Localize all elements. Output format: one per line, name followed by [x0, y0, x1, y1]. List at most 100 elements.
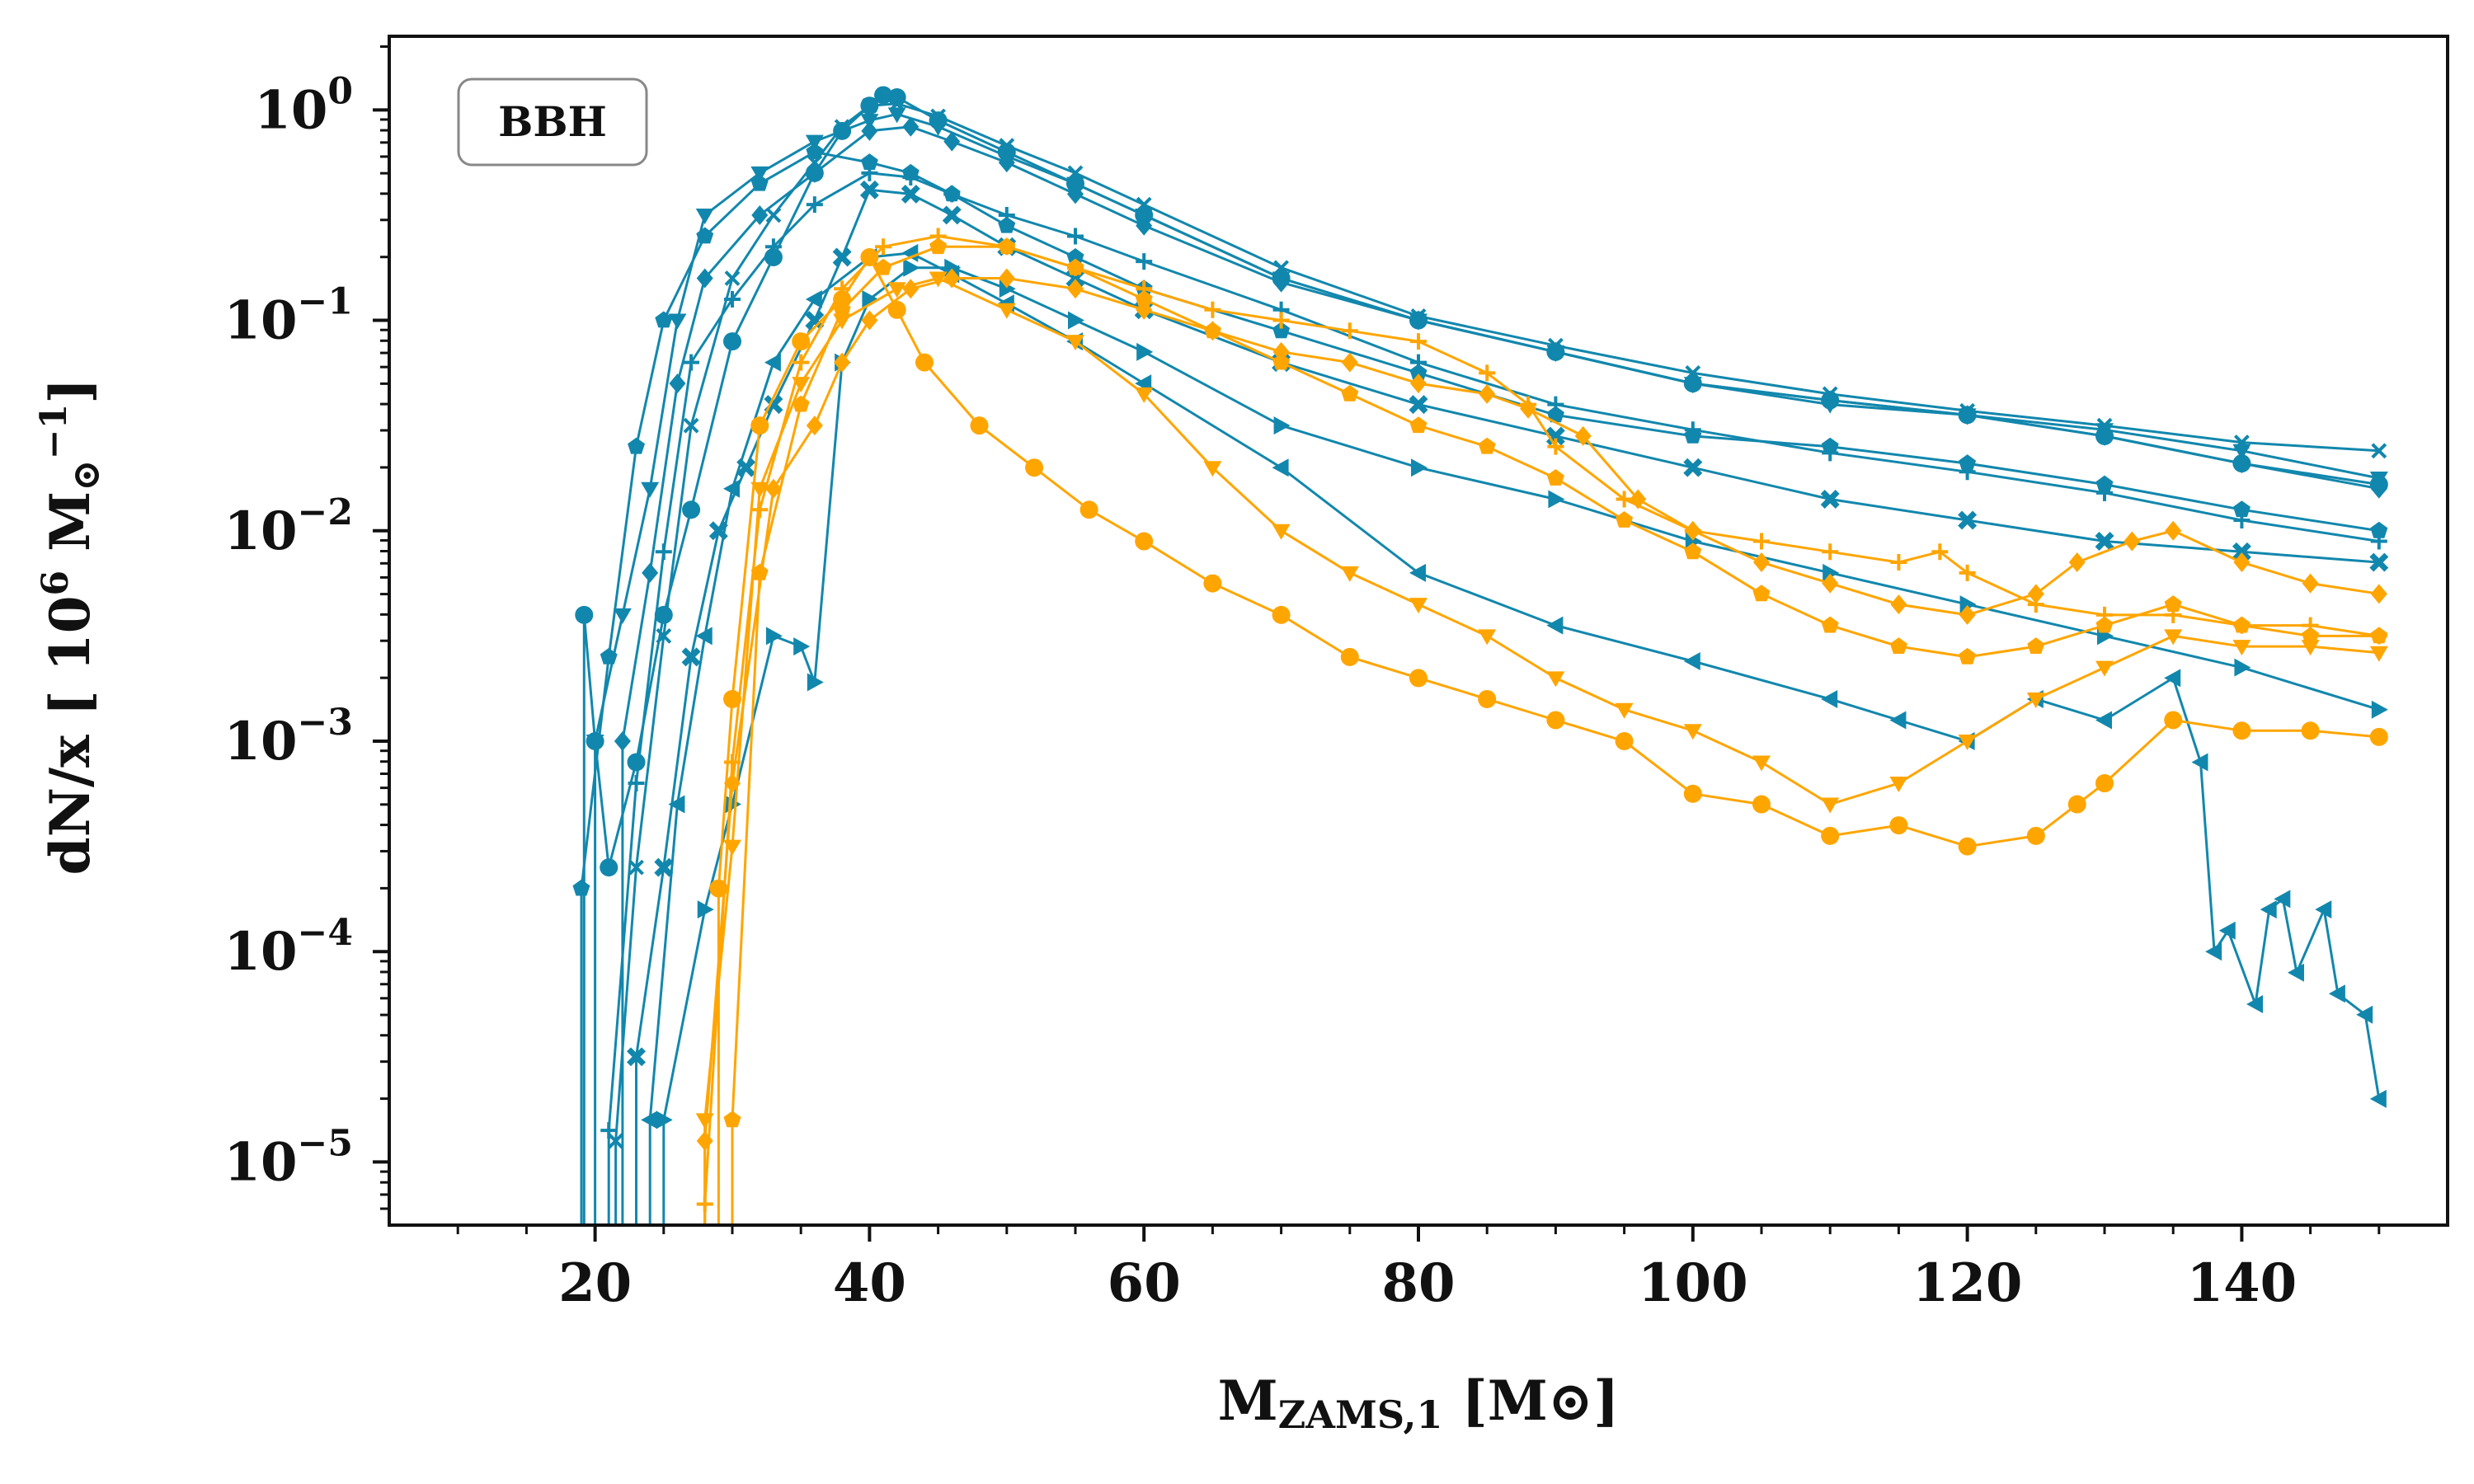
- data-point: [2369, 1089, 2387, 1108]
- data-point: [1890, 554, 1907, 571]
- data-point: [2095, 774, 2114, 793]
- data-point: [1410, 373, 1427, 394]
- data-point: [696, 1130, 713, 1151]
- data-point: [1821, 437, 1839, 454]
- series-4-blue-plus: [600, 164, 2387, 1225]
- data-point: [750, 174, 769, 191]
- data-point: [2328, 984, 2345, 1003]
- data-point: [1684, 373, 1701, 394]
- series-line: [731, 245, 2379, 1225]
- x-tick-label: 140: [2187, 1252, 2298, 1314]
- series-line: [594, 112, 2380, 1225]
- x-axis-ticks: 20 40 60 80 100 120 140: [456, 1225, 2381, 1314]
- data-point: [654, 857, 674, 877]
- data-point: [1272, 353, 1291, 370]
- data-point: [1546, 616, 1564, 635]
- data-point: [1616, 491, 1633, 508]
- data-point: [834, 119, 850, 135]
- data-point: [2164, 669, 2181, 688]
- data-point: [628, 859, 644, 876]
- data-point: [641, 481, 660, 498]
- data-point: [1821, 797, 1840, 814]
- data-point: [2232, 500, 2251, 518]
- annotation-label: BBH: [498, 97, 607, 146]
- data-point: [1889, 711, 1907, 730]
- data-point: [861, 310, 878, 331]
- data-point: [861, 120, 878, 141]
- data-point: [806, 196, 823, 214]
- data-point: [764, 478, 782, 499]
- data-point: [1890, 594, 1907, 615]
- data-point: [656, 1111, 673, 1129]
- data-point: [943, 131, 961, 152]
- data-point: [2068, 552, 2086, 573]
- data-point: [1683, 652, 1700, 671]
- data-point: [600, 858, 618, 877]
- y-axis-label-sup: 6: [35, 571, 77, 596]
- data-point: [998, 153, 1015, 173]
- data-point: [1546, 671, 1565, 688]
- data-point: [2370, 627, 2388, 644]
- data-point: [696, 1195, 713, 1213]
- data-point: [2027, 637, 2045, 654]
- data-point: [724, 270, 741, 286]
- data-point: [806, 416, 823, 436]
- series-line: [662, 266, 2380, 1225]
- y-axis-ticks: 100 10−1 10−2 10−3 10−4 10−5: [223, 45, 389, 1210]
- data-point: [793, 637, 811, 656]
- x-axis-label-main: M: [1218, 1369, 1278, 1433]
- data-point: [613, 608, 632, 624]
- data-point: [628, 437, 645, 454]
- data-point: [668, 795, 685, 814]
- data-point: [1409, 598, 1427, 614]
- data-point: [1683, 724, 1702, 740]
- data-point: [669, 373, 686, 394]
- data-point: [1410, 333, 1427, 350]
- data-point: [1683, 784, 1702, 803]
- series-line: [703, 235, 2380, 1225]
- data-point: [901, 243, 919, 262]
- y-axis-label-sym: ⊙: [63, 459, 108, 491]
- data-point: [724, 754, 741, 771]
- data-point: [943, 268, 961, 289]
- x-axis-label-unit-close: ]: [1593, 1369, 1619, 1433]
- data-point: [1272, 524, 1291, 540]
- data-point: [2164, 711, 2183, 730]
- data-point: [2218, 921, 2236, 940]
- data-point: [1822, 573, 1839, 594]
- data-point: [1958, 837, 1977, 856]
- data-point: [1822, 390, 1839, 411]
- data-point: [970, 416, 989, 435]
- data-point: [792, 332, 811, 351]
- data-point: [1546, 406, 1564, 423]
- data-point: [608, 1133, 623, 1149]
- data-point: [1959, 564, 1976, 581]
- data-point: [929, 120, 948, 136]
- x-axis-label-sub: ZAMS,1: [1278, 1392, 1443, 1437]
- series-line: [635, 188, 2379, 1225]
- data-point: [765, 207, 782, 223]
- data-point: [887, 107, 906, 124]
- data-point: [1066, 335, 1084, 351]
- x-tick-label: 60: [1108, 1252, 1181, 1314]
- data-point: [1548, 490, 1565, 509]
- data-point: [2233, 552, 2251, 573]
- data-point: [1066, 248, 1084, 265]
- data-point: [750, 166, 769, 182]
- data-point: [2095, 711, 2112, 730]
- data-point: [1958, 510, 1978, 530]
- data-point: [806, 143, 824, 160]
- data-point: [997, 303, 1016, 319]
- data-point: [1889, 777, 1908, 793]
- data-point: [2369, 552, 2389, 572]
- data-point: [1135, 387, 1154, 403]
- data-point: [2356, 1005, 2373, 1024]
- data-point: [859, 180, 879, 200]
- data-point: [1409, 395, 1428, 415]
- data-point: [1272, 605, 1291, 624]
- data-point: [1272, 322, 1291, 339]
- data-point: [2191, 753, 2208, 772]
- data-point: [1959, 604, 1976, 625]
